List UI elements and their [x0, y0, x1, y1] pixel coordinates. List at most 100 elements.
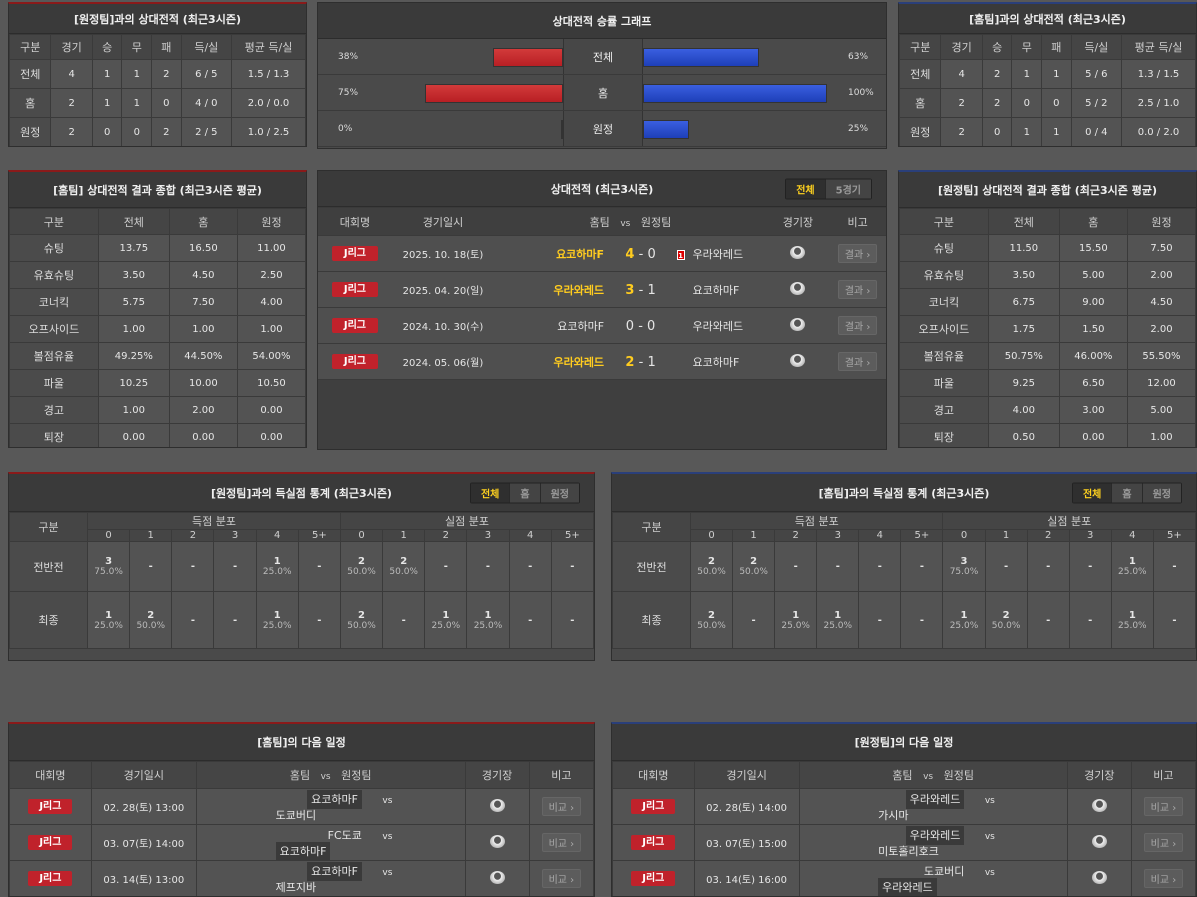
home-team[interactable]: 우라와레드 — [553, 283, 605, 297]
stadium-icon[interactable] — [790, 281, 806, 295]
cell-count: - — [317, 614, 322, 626]
stadium-icon[interactable] — [1091, 798, 1107, 812]
result-button[interactable]: 결과 › — [837, 244, 878, 263]
tab-0[interactable]: 전체 — [470, 483, 510, 502]
cell-percent: 25.0% — [1118, 567, 1147, 577]
league-badge[interactable]: J리그 — [331, 282, 378, 297]
compare-button[interactable]: 비교 › — [1143, 833, 1184, 852]
panel-title: [홈팀] 상대전적 결과 종합 (최근3시즌 평균) — [9, 172, 306, 208]
home-win-bar — [643, 48, 759, 67]
table-row: J리그 2024. 05. 06(월) 우라와레드 2 - 1 요코하마F 결과… — [318, 343, 886, 380]
away-team[interactable]: 우라와레드 — [692, 319, 744, 333]
panel-title: [원정팀]의 다음 일정 — [612, 724, 1196, 761]
league-badge[interactable]: J리그 — [331, 318, 378, 333]
compare-button[interactable]: 비교 › — [1143, 797, 1184, 816]
away-score: 0 — [647, 318, 656, 334]
away-team[interactable]: 우라와레드 — [878, 877, 937, 896]
stadium-icon[interactable] — [790, 245, 806, 259]
league-badge[interactable]: J리그 — [631, 799, 676, 814]
home-team[interactable]: 우라와레드 — [553, 355, 605, 369]
home-team[interactable]: 우라와레드 — [905, 789, 965, 809]
stadium-icon[interactable] — [489, 798, 505, 812]
compare-button[interactable]: 비교 › — [541, 833, 582, 852]
cell: 0.50 — [987, 423, 1060, 447]
cell: 3 75.0% — [86, 541, 131, 592]
cell: 1.75 — [987, 315, 1060, 343]
stadium-icon[interactable] — [489, 870, 505, 884]
compare-button[interactable]: 비교 › — [1143, 869, 1184, 888]
goal-count-header: 5+ — [550, 529, 594, 542]
cell: 12.00 — [1126, 369, 1196, 397]
away-team[interactable]: 제프지바 — [275, 880, 317, 894]
column-header: 경기일시 — [90, 761, 197, 789]
away-team[interactable]: 우라와레드 — [692, 247, 744, 261]
stadium-icon[interactable] — [1091, 870, 1107, 884]
column-header: 홈팀 vs 원정팀 — [798, 761, 1068, 789]
home-team[interactable]: 요코하마F — [556, 247, 605, 261]
tab-0[interactable]: 전체 — [1072, 483, 1112, 502]
home-team[interactable]: FC도쿄 — [327, 828, 362, 842]
home-team[interactable]: 요코하마F — [307, 861, 362, 881]
column-header: 비고 — [528, 761, 594, 789]
cell-count: - — [148, 561, 153, 572]
vs-label: vs — [382, 831, 393, 842]
tab-1[interactable]: 5경기 — [824, 179, 871, 198]
stadium-icon[interactable] — [790, 317, 806, 331]
home-team[interactable]: 도쿄버디 — [923, 864, 965, 878]
table-row: J리그 03. 07(토) 14:00 FC도쿄 vs 요코하마F 비교 › — [9, 824, 594, 861]
away-team[interactable]: 가시마 — [878, 808, 909, 822]
home-team[interactable]: 요코하마F — [557, 319, 605, 333]
tab-2[interactable]: 원정 — [1141, 483, 1181, 502]
result-button-label: 결과 — [844, 286, 864, 297]
result-button[interactable]: 결과 › — [837, 280, 878, 299]
home-team[interactable]: 우라와레드 — [905, 825, 965, 845]
cell: 49.25% — [97, 342, 170, 370]
stadium-icon[interactable] — [790, 353, 806, 367]
cell: 5.75 — [97, 288, 170, 316]
cell: 2.5 / 1.0 — [1120, 88, 1196, 118]
league-badge[interactable]: J리그 — [331, 354, 378, 369]
stadium-icon[interactable] — [489, 834, 505, 848]
cell-count: 2 — [147, 609, 155, 621]
tab-0[interactable]: 전체 — [786, 179, 825, 198]
cell-percent: 50.0% — [389, 567, 418, 577]
away-score: 1 — [647, 354, 656, 370]
tab-2[interactable]: 원정 — [539, 483, 579, 502]
column-header: 원정 — [1126, 208, 1196, 235]
league-badge[interactable]: J리그 — [331, 246, 378, 261]
row-label: 원정 — [9, 117, 52, 146]
cell-count: - — [232, 561, 238, 572]
away-team[interactable]: 요코하마F — [692, 355, 740, 369]
away-team[interactable]: 도쿄버디 — [275, 808, 317, 822]
column-header: 구분 — [9, 208, 99, 235]
cell-count: - — [877, 561, 882, 572]
tab-1[interactable]: 홈 — [509, 483, 540, 502]
goal-distribution-table: 구분 득점 분포 실점 분포 0 1 2 3 4 5+ 0 1 2 3 4 5+ 전반전 3 75.0% - - -… — [9, 512, 594, 649]
league-badge[interactable]: J리그 — [631, 871, 676, 886]
cell: - — [129, 541, 173, 592]
away-team[interactable]: 미토홀리호크 — [878, 844, 939, 858]
league-badge[interactable]: J리그 — [28, 799, 73, 814]
cell-count: - — [232, 614, 238, 626]
home-team[interactable]: 요코하마F — [307, 789, 362, 809]
cell: 1.00 — [97, 396, 170, 424]
league-badge[interactable]: J리그 — [28, 871, 73, 886]
result-button[interactable]: 결과 › — [837, 316, 878, 335]
league-badge[interactable]: J리그 — [631, 835, 676, 850]
cell-count: - — [190, 561, 195, 572]
league-badge[interactable]: J리그 — [28, 835, 73, 850]
away-team[interactable]: 요코하마F — [275, 841, 331, 861]
compare-button[interactable]: 비교 › — [541, 869, 582, 888]
column-header: 득/실 — [1070, 34, 1122, 60]
stadium-icon[interactable] — [1091, 834, 1107, 848]
away-team[interactable]: 요코하마F — [692, 283, 740, 297]
cell: 2 — [151, 59, 182, 89]
table-row: 원정 2 0 1 1 0 / 4 0.0 / 2.0 — [899, 117, 1196, 146]
column-header: 평균 득/실 — [230, 34, 306, 60]
tab-1[interactable]: 홈 — [1111, 483, 1142, 502]
stats-table: 구분 경기 승 무 패 득/실 평균 득/실 전체 4 2 1 1 5 / 6 1.3 / 1.5 홈 2 2 0… — [899, 34, 1196, 146]
row-label: 퇴장 — [899, 423, 989, 447]
compare-button[interactable]: 비교 › — [541, 797, 582, 816]
cell: 0 — [151, 88, 182, 118]
result-button[interactable]: 결과 › — [837, 352, 878, 371]
